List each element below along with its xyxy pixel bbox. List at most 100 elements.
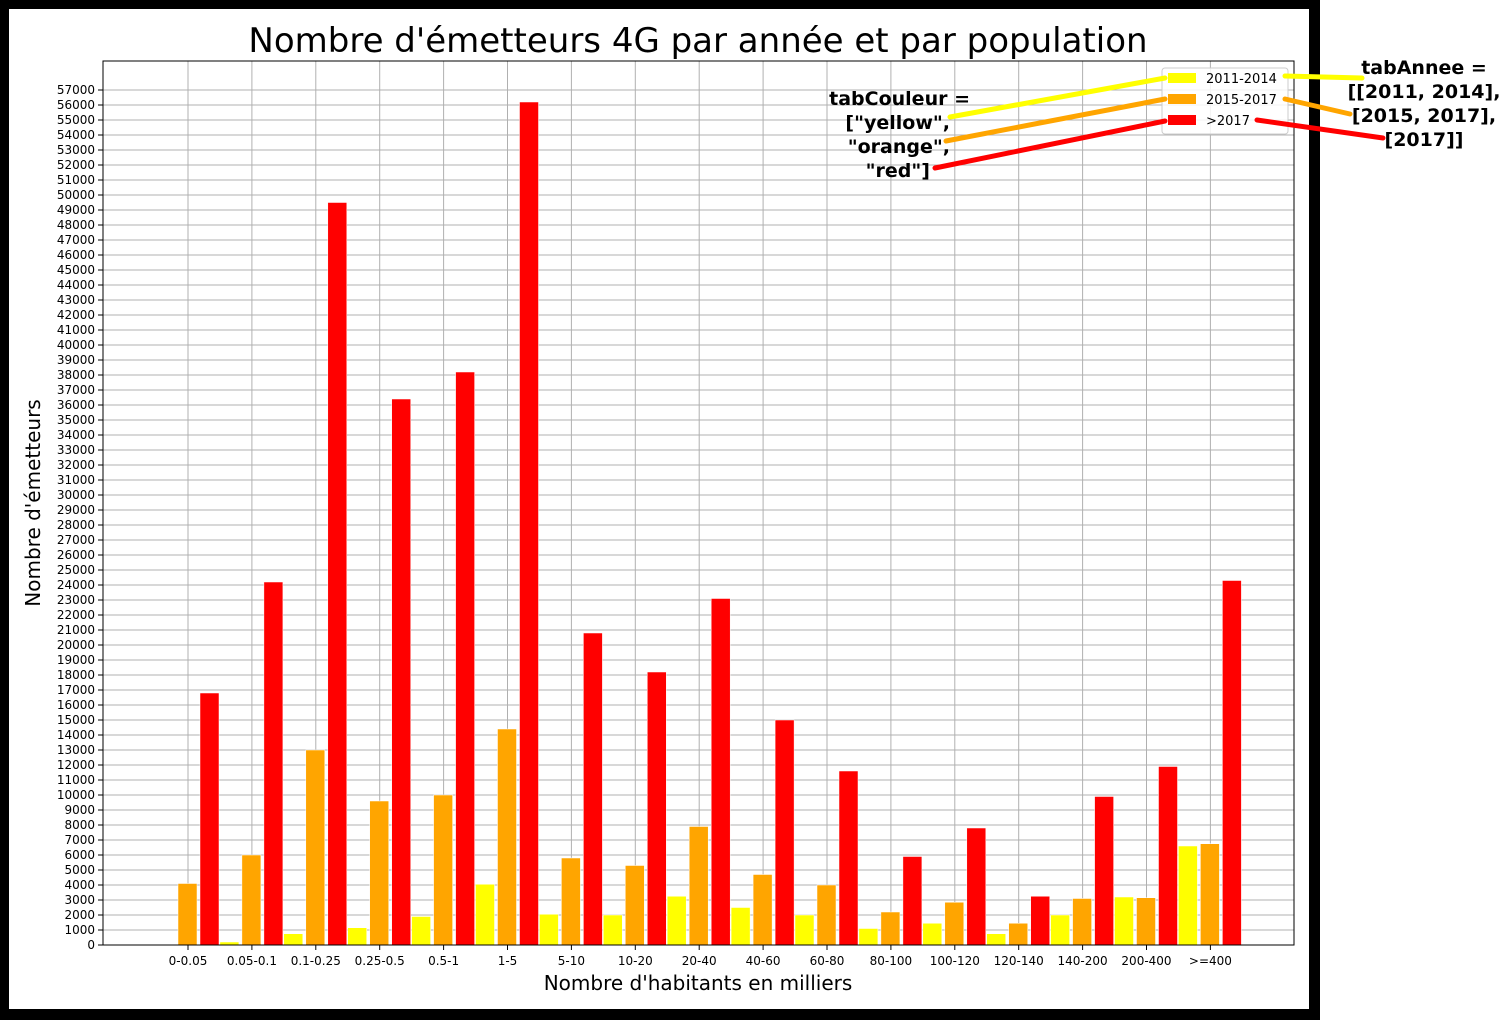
y-tick-label: 54000 (57, 128, 95, 142)
y-tick-label: 11000 (57, 773, 95, 787)
y-axis-label: Nombre d'émetteurs (21, 399, 45, 606)
y-tick-label: 53000 (57, 143, 95, 157)
annotation-arrow (1282, 73, 1365, 81)
y-tick-label: 13000 (57, 743, 95, 757)
plot-area-border (102, 60, 1295, 946)
y-tick-label: 48000 (57, 218, 95, 232)
bar-2011-2014 (730, 907, 751, 946)
annotation-arrow (943, 96, 1168, 144)
x-tick-label: 20-40 (682, 954, 717, 968)
bar->2017 (1094, 796, 1114, 946)
y-tick-label: 3000 (64, 893, 95, 907)
x-tick-label: 0-0.05 (169, 954, 208, 968)
y-tick-label: 10000 (57, 788, 95, 802)
bar-2011-2014 (794, 914, 815, 946)
y-tick-label: 55000 (57, 113, 95, 127)
y-tick-label: 23000 (57, 593, 95, 607)
y-tick-label: 51000 (57, 173, 95, 187)
legend-label: 2015-2017 (1206, 93, 1277, 108)
x-tick-label: >=400 (1189, 954, 1232, 968)
bar->2017 (391, 398, 411, 946)
y-tick-label: 19000 (57, 653, 95, 667)
y-tick-label: 40000 (57, 338, 95, 352)
bar-2015-2017 (625, 865, 645, 946)
annotation-line: ["yellow", (845, 112, 950, 134)
y-tick-label: 16000 (57, 698, 95, 712)
frame-right-border (1309, 0, 1320, 1020)
annotation-arrow (1282, 96, 1353, 117)
bar-2015-2017 (816, 884, 837, 946)
x-tick-label: 0.25-0.5 (355, 954, 405, 968)
bar->2017 (1030, 896, 1050, 946)
x-tick-label: 0.5-1 (428, 954, 459, 968)
y-tick-label: 33000 (57, 443, 95, 457)
y-tick-label: 20000 (57, 638, 95, 652)
y-tick-label: 57000 (57, 83, 95, 97)
y-tick-label: 18000 (57, 668, 95, 682)
y-tick-label: 8000 (64, 818, 95, 832)
y-tick-label: 34000 (57, 428, 95, 442)
bar->2017 (519, 101, 539, 946)
bar-2015-2017 (305, 749, 326, 946)
y-tick-label: 5000 (64, 863, 95, 877)
annotation-line: tabCouleur = (829, 88, 970, 110)
bar->2017 (966, 827, 987, 946)
bar-2011-2014 (1178, 845, 1198, 946)
annotation-arrow (932, 118, 1168, 171)
annotation-arrow (947, 75, 1168, 120)
y-tick-label: 26000 (57, 548, 95, 562)
legend-label: 2011-2014 (1206, 72, 1277, 87)
y-tick-label: 56000 (57, 98, 95, 112)
bar->2017 (583, 632, 603, 946)
legend-swatch (1168, 115, 1196, 125)
bar->2017 (838, 770, 859, 946)
bar->2017 (263, 581, 284, 946)
y-tick-label: 39000 (57, 353, 95, 367)
y-tick-label: 32000 (57, 458, 95, 472)
bar-2015-2017 (880, 911, 901, 946)
bar-2015-2017 (688, 826, 709, 946)
x-tick-label: 60-80 (810, 954, 845, 968)
annotation-tab-annee: tabAnnee =[[2011, 2014],[2015, 2017],[20… (1348, 57, 1500, 151)
y-tick-label: 0 (87, 938, 95, 952)
bar-2015-2017 (1136, 897, 1156, 946)
bar->2017 (902, 856, 923, 946)
y-tick-label: 50000 (57, 188, 95, 202)
bar->2017 (327, 202, 348, 946)
bars-layer (155, 101, 1242, 946)
y-tick-label: 15000 (57, 713, 95, 727)
bar-2011-2014 (858, 928, 879, 946)
bar-2015-2017 (561, 857, 581, 946)
bar-2011-2014 (1114, 896, 1134, 946)
bar-2011-2014 (922, 923, 943, 946)
legend-swatch (1168, 73, 1196, 83)
bar-2011-2014 (1050, 914, 1070, 946)
y-tick-label: 7000 (64, 833, 95, 847)
chart-title: Nombre d'émetteurs 4G par année et par p… (248, 21, 1147, 61)
annotation-line: [2017]] (1385, 129, 1464, 151)
y-tick-label: 46000 (57, 248, 95, 262)
x-tick-label: 80-100 (870, 954, 913, 968)
y-tick-label: 45000 (57, 263, 95, 277)
x-tick-label: 0.05-0.1 (227, 954, 277, 968)
y-tick-label: 38000 (57, 368, 95, 382)
bar-2011-2014 (603, 914, 623, 946)
bar-2015-2017 (944, 902, 965, 946)
y-tick-label: 47000 (57, 233, 95, 247)
bar->2017 (774, 719, 795, 946)
bar-2015-2017 (1200, 843, 1220, 946)
bar-2015-2017 (433, 794, 453, 946)
y-tick-label: 29000 (57, 503, 95, 517)
y-tick-label: 42000 (57, 308, 95, 322)
bar-2015-2017 (1072, 898, 1092, 946)
annotation-arrow (1254, 117, 1386, 141)
frame-bottom-border (0, 1009, 1320, 1020)
annotation-line: tabAnnee = (1361, 57, 1487, 79)
bar->2017 (199, 692, 220, 946)
y-tick-label: 25000 (57, 563, 95, 577)
bar-2015-2017 (177, 883, 198, 946)
y-tick-label: 27000 (57, 533, 95, 547)
y-tick-label: 28000 (57, 518, 95, 532)
bar-2011-2014 (666, 896, 687, 946)
